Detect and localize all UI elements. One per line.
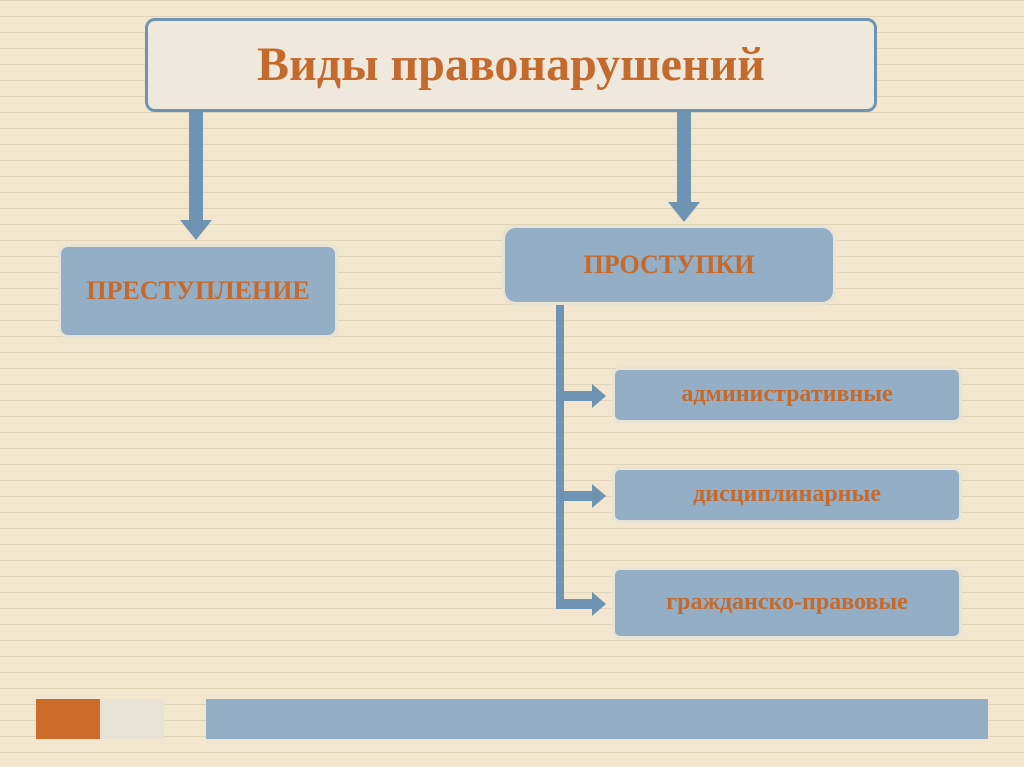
arrow-shaft	[677, 112, 691, 202]
right-category-box: ПРОСТУПКИ	[502, 225, 836, 305]
arrow-head-icon	[592, 484, 606, 508]
footer-decor	[0, 699, 1024, 739]
tree-arrow-1	[556, 384, 606, 408]
tree-arrow-2	[556, 484, 606, 508]
arrow-to-left	[180, 112, 212, 240]
sub-text: гражданско-правовые	[666, 589, 908, 617]
diagram-content: Виды правонарушений ПРЕСТУПЛЕНИЕ ПРОСТУП…	[0, 0, 1024, 767]
left-category-box: ПРЕСТУПЛЕНИЕ	[58, 244, 338, 338]
tree-vertical-line	[556, 305, 564, 604]
arrow-head-icon	[180, 220, 212, 240]
title-text: Виды правонарушений	[257, 37, 765, 92]
footer-block-1	[36, 699, 100, 739]
sub-box-2: дисциплинарные	[612, 467, 962, 523]
footer-block-2	[100, 699, 164, 739]
sub-text: административные	[681, 381, 892, 409]
arrow-shaft	[556, 599, 592, 609]
footer-block-3	[206, 699, 988, 739]
arrow-head-icon	[592, 384, 606, 408]
arrow-shaft	[556, 491, 592, 501]
arrow-head-icon	[668, 202, 700, 222]
title-box: Виды правонарушений	[145, 18, 877, 112]
arrow-head-icon	[592, 592, 606, 616]
right-category-text: ПРОСТУПКИ	[584, 250, 755, 280]
sub-box-3: гражданско-правовые	[612, 567, 962, 639]
left-category-text: ПРЕСТУПЛЕНИЕ	[86, 276, 309, 306]
tree-arrow-3	[556, 592, 606, 616]
arrow-shaft	[189, 112, 203, 220]
arrow-to-right	[668, 112, 700, 222]
sub-box-1: административные	[612, 367, 962, 423]
sub-text: дисциплинарные	[693, 481, 881, 509]
arrow-shaft	[556, 391, 592, 401]
